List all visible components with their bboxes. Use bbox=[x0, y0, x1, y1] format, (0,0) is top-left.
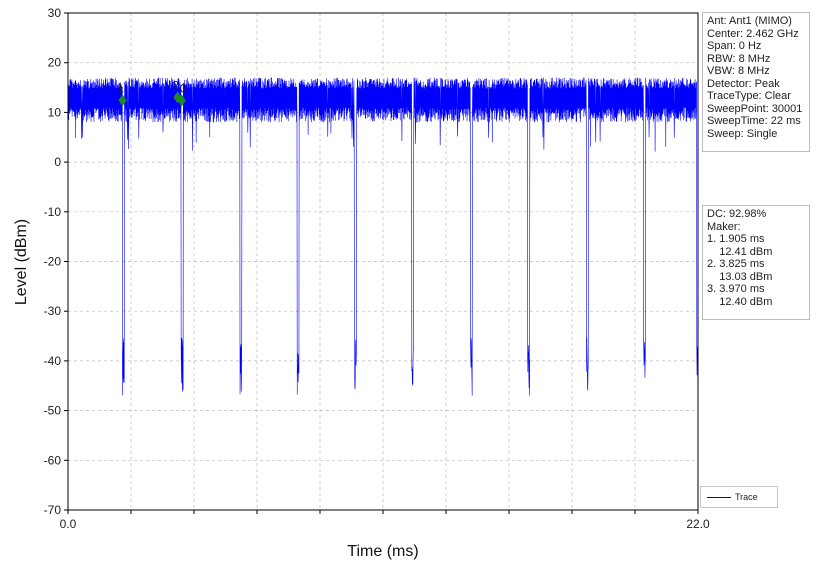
marker-1 bbox=[118, 94, 127, 107]
info-marker1-level: 12.41 dBm bbox=[707, 245, 773, 258]
y-tick-label-2: 10 bbox=[48, 105, 62, 119]
trace-group bbox=[67, 77, 699, 396]
y-axis-label: Level (dBm) bbox=[13, 219, 30, 305]
info-marker3-level: 12.40 dBm bbox=[707, 295, 773, 308]
marker-info-box: DC: 92.98% Maker: 1. 1.905 ms 12.41 dBm … bbox=[702, 205, 810, 320]
info-ant: Ant: Ant1 (MIMO) bbox=[707, 15, 792, 27]
info-sweeptime: SweepTime: 22 ms bbox=[707, 115, 801, 127]
info-sweeppoint: SweepPoint: 30001 bbox=[707, 102, 803, 115]
legend-line-swatch bbox=[707, 497, 731, 498]
marker-label-1: 1 bbox=[117, 81, 124, 95]
info-marker1-time: 1. 1.905 ms bbox=[707, 233, 765, 245]
legend: Trace bbox=[700, 486, 778, 508]
y-tick-label-1: 20 bbox=[48, 56, 62, 70]
marker-3 bbox=[177, 94, 186, 107]
marker-label-3: 3 bbox=[180, 81, 187, 95]
info-detector: Detector: Peak bbox=[707, 77, 780, 90]
marker-label-2: 2 bbox=[172, 78, 179, 92]
info-vbw: VBW: 8 MHz bbox=[707, 65, 770, 77]
y-tick-label-9: -60 bbox=[44, 453, 62, 467]
x-axis-label: Time (ms) bbox=[347, 543, 418, 560]
y-tick-label-3: 0 bbox=[54, 155, 61, 169]
y-tick-label-10: -70 bbox=[44, 503, 62, 517]
y-tick-label-6: -30 bbox=[44, 304, 62, 318]
info-rbw: RBW: 8 MHz bbox=[707, 52, 771, 65]
y-axis: 30 20 10 0 -10 -20 -30 -40 -50 -60 -70 bbox=[44, 6, 68, 517]
y-tick-label-8: -50 bbox=[44, 404, 62, 418]
info-duty-cycle: DC: 92.98% bbox=[707, 208, 767, 220]
x-tick-label-0: 0.0 bbox=[60, 517, 77, 531]
info-sweep: Sweep: Single bbox=[707, 127, 778, 140]
x-axis: 0.0 22.0 bbox=[60, 510, 710, 531]
info-tracetype: TraceType: Clear bbox=[707, 90, 791, 102]
y-tick-label-5: -20 bbox=[44, 255, 62, 269]
x-tick-label-1: 22.0 bbox=[686, 517, 710, 531]
info-span: Span: 0 Hz bbox=[707, 40, 762, 52]
trace-line bbox=[67, 77, 699, 396]
info-marker2-level: 13.03 dBm bbox=[707, 270, 773, 283]
y-tick-label-0: 30 bbox=[48, 6, 62, 20]
info-center: Center: 2.462 GHz bbox=[707, 27, 799, 40]
info-marker2-time: 2. 3.825 ms bbox=[707, 258, 765, 270]
y-tick-label-7: -40 bbox=[44, 354, 62, 368]
y-tick-label-4: -10 bbox=[44, 205, 62, 219]
legend-label: Trace bbox=[735, 492, 758, 502]
info-marker3-time: 3. 3.970 ms bbox=[707, 283, 765, 295]
info-maker-title: Maker: bbox=[707, 220, 741, 233]
settings-info-box: Ant: Ant1 (MIMO) Center: 2.462 GHz Span:… bbox=[702, 12, 810, 152]
